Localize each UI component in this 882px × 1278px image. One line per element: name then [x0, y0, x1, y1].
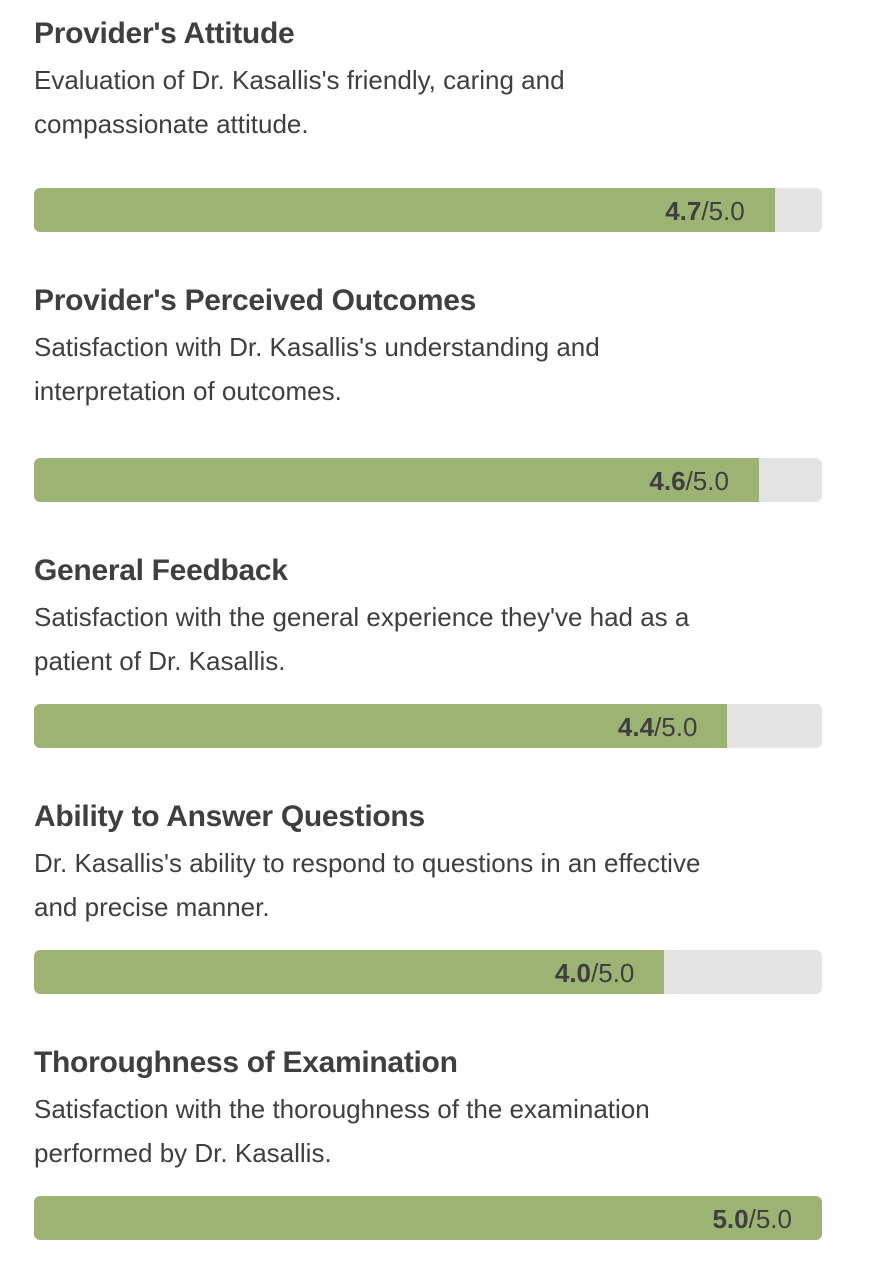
rating-score: 4.6 [649, 466, 686, 496]
rating-title: General Feedback [34, 554, 288, 587]
rating-description: Evaluation of Dr. Kasallis's friendly, c… [34, 65, 565, 139]
rating-section-answer-questions: Ability to Answer Questions Dr. Kasallis… [34, 799, 822, 994]
rating-max: /5.0 [701, 196, 745, 226]
rating-section-providers-attitude: Provider's Attitude Evaluation of Dr. Ka… [34, 16, 822, 232]
rating-section-perceived-outcomes: Provider's Perceived Outcomes Satisfacti… [34, 283, 822, 502]
rating-section-thoroughness-examination: Thoroughness of Examination Satisfaction… [34, 1045, 822, 1240]
rating-bar: 4.4/5.0 [34, 704, 822, 748]
rating-description: Satisfaction with Dr. Kasallis's underst… [34, 332, 600, 406]
rating-bar-fill: 4.6/5.0 [34, 458, 759, 502]
rating-max: /5.0 [748, 1204, 792, 1234]
rating-max: /5.0 [591, 958, 635, 988]
rating-title: Ability to Answer Questions [34, 800, 425, 833]
rating-score-label: 4.6/5.0 [649, 458, 729, 502]
rating-title: Thoroughness of Examination [34, 1046, 458, 1079]
rating-bar: 4.0/5.0 [34, 950, 822, 994]
rating-score: 4.4 [617, 712, 655, 742]
rating-score-label: 5.0/5.0 [712, 1196, 792, 1240]
rating-max: /5.0 [685, 466, 729, 496]
rating-bar-fill: 4.4/5.0 [34, 704, 728, 748]
rating-score-label: 4.7/5.0 [665, 188, 745, 232]
rating-bar: 4.7/5.0 [34, 188, 822, 232]
rating-bar: 4.6/5.0 [34, 458, 822, 502]
rating-score-label: 4.0/5.0 [555, 950, 635, 994]
rating-score: 4.7 [665, 196, 702, 226]
rating-description: Satisfaction with the thoroughness of th… [34, 1094, 650, 1168]
rating-section-general-feedback: General Feedback Satisfaction with the g… [34, 553, 822, 748]
rating-score-label: 4.4/5.0 [618, 704, 698, 748]
rating-max: /5.0 [654, 712, 698, 742]
rating-bar-fill: 4.7/5.0 [34, 188, 775, 232]
rating-description: Satisfaction with the general experience… [34, 602, 690, 676]
rating-title: Provider's Attitude [34, 17, 295, 50]
rating-score: 5.0 [712, 1204, 749, 1234]
rating-description: Dr. Kasallis's ability to respond to que… [34, 848, 701, 922]
rating-score: 4.0 [554, 958, 592, 988]
rating-bar-fill: 4.0/5.0 [34, 950, 665, 994]
rating-bar: 5.0/5.0 [34, 1196, 822, 1240]
rating-bar-fill: 5.0/5.0 [34, 1196, 822, 1240]
rating-title: Provider's Perceived Outcomes [34, 284, 476, 317]
